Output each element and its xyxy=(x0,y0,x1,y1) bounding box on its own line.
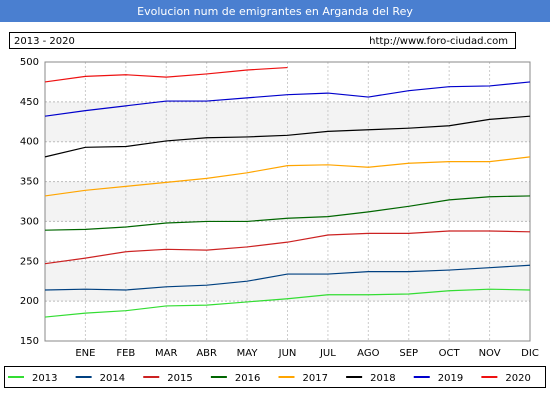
source: http://www.foro-ciudad.com xyxy=(369,36,508,47)
series-line xyxy=(44,66,288,83)
x-tick-label: AGO xyxy=(357,348,379,359)
x-tick-label: SEP xyxy=(399,348,418,359)
legend-label: 2020 xyxy=(505,373,530,384)
x-tick-label: NOV xyxy=(479,348,501,359)
series-line xyxy=(44,264,531,291)
title-bar xyxy=(0,0,550,22)
x-tick-label: ABR xyxy=(196,348,217,359)
period: 2013 - 2020 xyxy=(14,36,75,47)
legend-label: 2016 xyxy=(235,373,260,384)
series-line xyxy=(44,156,531,197)
y-tick-label: 150 xyxy=(20,336,39,347)
y-tick-label: 450 xyxy=(20,97,39,108)
series-line xyxy=(44,115,531,158)
y-tick-label: 400 xyxy=(20,137,39,148)
legend-label: 2014 xyxy=(100,373,125,384)
x-tick-label: MAR xyxy=(155,348,177,359)
info-box xyxy=(9,32,516,49)
legend-label: 2018 xyxy=(370,373,395,384)
chart-title: Evolucion num de emigrantes en Arganda d… xyxy=(137,5,413,18)
x-tick-label: OCT xyxy=(439,348,461,359)
plot-frame xyxy=(44,61,531,342)
y-tick-label: 250 xyxy=(20,256,39,267)
x-tick-label: FEB xyxy=(116,348,135,359)
y-tick-label: 500 xyxy=(20,57,39,68)
x-tick-label: MAY xyxy=(237,348,259,359)
y-tick-label: 300 xyxy=(20,216,39,227)
x-tick-label: DIC xyxy=(521,348,539,359)
legend-label: 2019 xyxy=(438,373,463,384)
series-line xyxy=(44,230,531,265)
legend-label: 2013 xyxy=(32,373,57,384)
x-tick-label: ENE xyxy=(75,348,95,359)
x-tick-label: JUN xyxy=(278,348,297,359)
x-tick-label: JUL xyxy=(319,348,336,359)
series-line xyxy=(44,195,531,231)
y-tick-label: 200 xyxy=(20,296,39,307)
series-line xyxy=(44,81,531,117)
legend-label: 2015 xyxy=(167,373,192,384)
y-tick-label: 350 xyxy=(20,177,39,188)
legend-label: 2017 xyxy=(303,373,328,384)
legend xyxy=(4,366,546,388)
series-line xyxy=(44,288,531,318)
